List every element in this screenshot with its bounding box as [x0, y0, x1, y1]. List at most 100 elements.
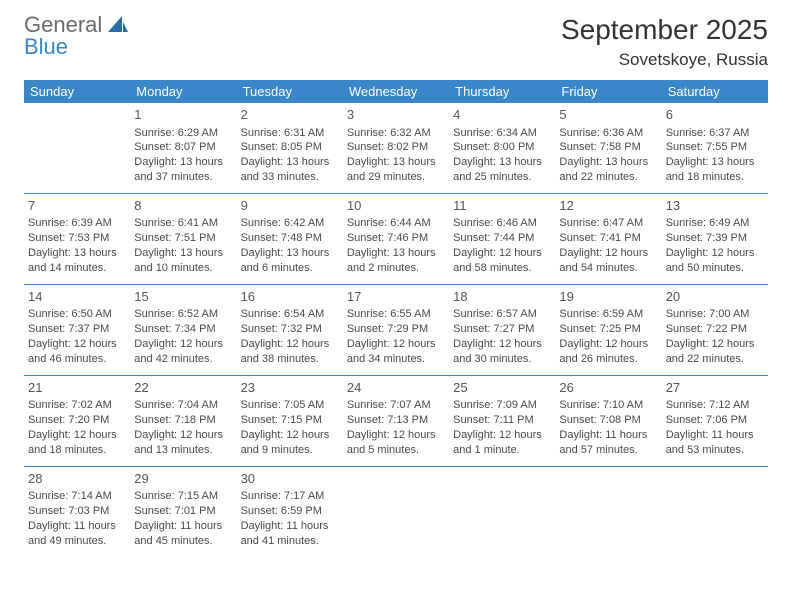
calendar-cell: [24, 103, 130, 193]
page: General Blue September 2025 Sovetskoye, …: [0, 0, 792, 571]
sunset-text: Sunset: 8:05 PM: [241, 140, 339, 155]
daylight-text: and 26 minutes.: [559, 352, 657, 367]
header-row: Sunday Monday Tuesday Wednesday Thursday…: [24, 80, 768, 103]
daylight-text: and 18 minutes.: [666, 170, 764, 185]
sunrise-text: Sunrise: 6:44 AM: [347, 216, 445, 231]
day-number: 17: [347, 288, 445, 306]
calendar-cell: [449, 466, 555, 556]
sunset-text: Sunset: 7:51 PM: [134, 231, 232, 246]
day-number: 13: [666, 197, 764, 215]
daylight-text: and 13 minutes.: [134, 443, 232, 458]
day-number: 5: [559, 106, 657, 124]
daylight-text: and 25 minutes.: [453, 170, 551, 185]
daylight-text: Daylight: 12 hours: [28, 337, 126, 352]
daylight-text: and 38 minutes.: [241, 352, 339, 367]
calendar-cell: 5Sunrise: 6:36 AMSunset: 7:58 PMDaylight…: [555, 103, 661, 193]
day-number: 11: [453, 197, 551, 215]
calendar-cell: 26Sunrise: 7:10 AMSunset: 7:08 PMDayligh…: [555, 375, 661, 466]
sunset-text: Sunset: 7:06 PM: [666, 413, 764, 428]
day-number: 12: [559, 197, 657, 215]
calendar-body: 1Sunrise: 6:29 AMSunset: 8:07 PMDaylight…: [24, 103, 768, 557]
day-number: 29: [134, 470, 232, 488]
calendar-cell: [343, 466, 449, 556]
daylight-text: and 37 minutes.: [134, 170, 232, 185]
sunset-text: Sunset: 7:44 PM: [453, 231, 551, 246]
daylight-text: and 46 minutes.: [28, 352, 126, 367]
day-number: 6: [666, 106, 764, 124]
sunset-text: Sunset: 7:32 PM: [241, 322, 339, 337]
calendar-row: 7Sunrise: 6:39 AMSunset: 7:53 PMDaylight…: [24, 193, 768, 284]
sunrise-text: Sunrise: 7:09 AM: [453, 398, 551, 413]
daylight-text: Daylight: 12 hours: [28, 428, 126, 443]
sunrise-text: Sunrise: 6:50 AM: [28, 307, 126, 322]
day-number: 3: [347, 106, 445, 124]
sunrise-text: Sunrise: 6:42 AM: [241, 216, 339, 231]
sunrise-text: Sunrise: 6:49 AM: [666, 216, 764, 231]
calendar-cell: 20Sunrise: 7:00 AMSunset: 7:22 PMDayligh…: [662, 284, 768, 375]
day-number: 20: [666, 288, 764, 306]
sunset-text: Sunset: 7:01 PM: [134, 504, 232, 519]
sunset-text: Sunset: 7:18 PM: [134, 413, 232, 428]
daylight-text: and 34 minutes.: [347, 352, 445, 367]
calendar-cell: 8Sunrise: 6:41 AMSunset: 7:51 PMDaylight…: [130, 193, 236, 284]
calendar-cell: 11Sunrise: 6:46 AMSunset: 7:44 PMDayligh…: [449, 193, 555, 284]
daylight-text: and 50 minutes.: [666, 261, 764, 276]
sunset-text: Sunset: 7:34 PM: [134, 322, 232, 337]
brand-text: General Blue: [24, 14, 128, 58]
day-number: 4: [453, 106, 551, 124]
sunrise-text: Sunrise: 6:39 AM: [28, 216, 126, 231]
day-number: 26: [559, 379, 657, 397]
sunrise-text: Sunrise: 6:37 AM: [666, 126, 764, 141]
day-number: 1: [134, 106, 232, 124]
calendar-cell: [555, 466, 661, 556]
sunset-text: Sunset: 8:07 PM: [134, 140, 232, 155]
calendar-cell: 30Sunrise: 7:17 AMSunset: 6:59 PMDayligh…: [237, 466, 343, 556]
daylight-text: and 45 minutes.: [134, 534, 232, 549]
sunrise-text: Sunrise: 6:31 AM: [241, 126, 339, 141]
day-number: 10: [347, 197, 445, 215]
daylight-text: and 54 minutes.: [559, 261, 657, 276]
sunset-text: Sunset: 7:08 PM: [559, 413, 657, 428]
sunset-text: Sunset: 7:22 PM: [666, 322, 764, 337]
calendar-cell: 21Sunrise: 7:02 AMSunset: 7:20 PMDayligh…: [24, 375, 130, 466]
daylight-text: and 57 minutes.: [559, 443, 657, 458]
brand-logo: General Blue: [24, 14, 128, 58]
daylight-text: and 9 minutes.: [241, 443, 339, 458]
col-wednesday: Wednesday: [343, 80, 449, 103]
calendar-cell: 4Sunrise: 6:34 AMSunset: 8:00 PMDaylight…: [449, 103, 555, 193]
day-number: 15: [134, 288, 232, 306]
sunrise-text: Sunrise: 7:17 AM: [241, 489, 339, 504]
day-number: 30: [241, 470, 339, 488]
daylight-text: Daylight: 11 hours: [241, 519, 339, 534]
daylight-text: and 41 minutes.: [241, 534, 339, 549]
daylight-text: Daylight: 12 hours: [559, 337, 657, 352]
daylight-text: Daylight: 13 hours: [134, 155, 232, 170]
calendar-cell: 14Sunrise: 6:50 AMSunset: 7:37 PMDayligh…: [24, 284, 130, 375]
daylight-text: Daylight: 12 hours: [453, 428, 551, 443]
header: General Blue September 2025 Sovetskoye, …: [24, 14, 768, 70]
daylight-text: Daylight: 13 hours: [28, 246, 126, 261]
daylight-text: Daylight: 12 hours: [134, 337, 232, 352]
calendar-row: 28Sunrise: 7:14 AMSunset: 7:03 PMDayligh…: [24, 466, 768, 556]
sunrise-text: Sunrise: 7:15 AM: [134, 489, 232, 504]
col-thursday: Thursday: [449, 80, 555, 103]
sunrise-text: Sunrise: 6:41 AM: [134, 216, 232, 231]
sunrise-text: Sunrise: 7:04 AM: [134, 398, 232, 413]
calendar-cell: 23Sunrise: 7:05 AMSunset: 7:15 PMDayligh…: [237, 375, 343, 466]
sunrise-text: Sunrise: 7:12 AM: [666, 398, 764, 413]
sunset-text: Sunset: 7:20 PM: [28, 413, 126, 428]
daylight-text: Daylight: 12 hours: [453, 246, 551, 261]
daylight-text: Daylight: 13 hours: [666, 155, 764, 170]
day-number: 7: [28, 197, 126, 215]
daylight-text: and 1 minute.: [453, 443, 551, 458]
sunset-text: Sunset: 7:27 PM: [453, 322, 551, 337]
day-number: 9: [241, 197, 339, 215]
calendar-cell: 28Sunrise: 7:14 AMSunset: 7:03 PMDayligh…: [24, 466, 130, 556]
daylight-text: and 14 minutes.: [28, 261, 126, 276]
col-monday: Monday: [130, 80, 236, 103]
day-number: 21: [28, 379, 126, 397]
calendar-cell: 9Sunrise: 6:42 AMSunset: 7:48 PMDaylight…: [237, 193, 343, 284]
day-number: 22: [134, 379, 232, 397]
calendar-row: 21Sunrise: 7:02 AMSunset: 7:20 PMDayligh…: [24, 375, 768, 466]
location: Sovetskoye, Russia: [561, 50, 768, 70]
